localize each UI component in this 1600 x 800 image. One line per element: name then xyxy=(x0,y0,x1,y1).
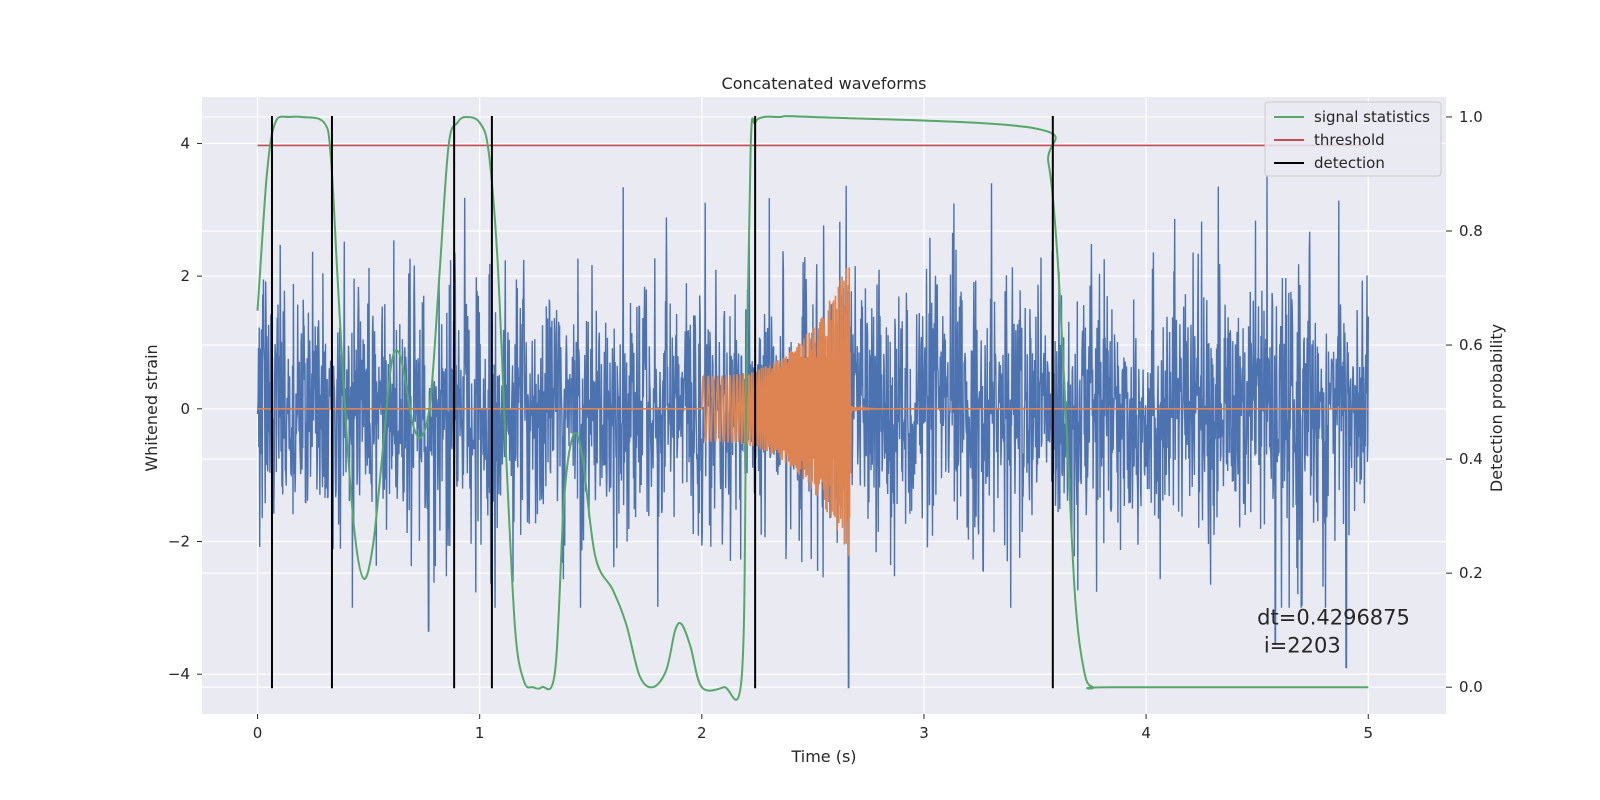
signal-statistics-line xyxy=(256,115,1369,701)
y2-axis-label: Detection probability xyxy=(1487,324,1506,492)
legend-label-signal-statistics: signal statistics xyxy=(1314,108,1430,126)
grid xyxy=(202,97,1446,714)
x-tick-label: 5 xyxy=(1363,724,1373,742)
x-axis-label: Time (s) xyxy=(790,747,856,766)
chart-title: Concatenated waveforms xyxy=(722,74,927,93)
y-tick-label: 0 xyxy=(180,400,190,418)
annotation-dt: dt=0.4296875 xyxy=(1257,605,1410,629)
x-tick-label: 4 xyxy=(1141,724,1151,742)
legend: signal statistics threshold detection xyxy=(1264,101,1442,177)
legend-label-detection: detection xyxy=(1314,154,1385,172)
y2-tick-label: 0.0 xyxy=(1459,678,1483,696)
y-tick-label: 2 xyxy=(180,267,190,285)
x-tick-label: 3 xyxy=(919,724,929,742)
y-axis-label: Whitened strain xyxy=(142,344,161,471)
data-layer xyxy=(256,115,1369,701)
x-tick-label: 0 xyxy=(253,724,263,742)
annotation-i: i=2203 xyxy=(1257,633,1341,657)
x-tick-label: 1 xyxy=(475,724,485,742)
y2-tick-label: 0.8 xyxy=(1459,222,1483,240)
x-tick-label: 2 xyxy=(697,724,707,742)
legend-frame xyxy=(1264,101,1442,177)
y-tick-label: −2 xyxy=(168,533,190,551)
legend-label-threshold: threshold xyxy=(1314,131,1385,149)
injected-signal-line xyxy=(257,267,1369,556)
y2-tick-label: 0.4 xyxy=(1459,450,1483,468)
axes: 0 1 2 3 4 5 −4 −2 0 2 4 0.0 0.2 0.4 0.6 0.8 1.0 xyxy=(168,108,1483,742)
y-tick-label: 4 xyxy=(180,134,190,152)
y2-tick-label: 0.6 xyxy=(1459,336,1483,354)
y-tick-label: −4 xyxy=(168,665,190,683)
y2-tick-label: 1.0 xyxy=(1459,108,1483,126)
y2-tick-label: 0.2 xyxy=(1459,564,1483,582)
strain-series-line xyxy=(256,176,1369,689)
